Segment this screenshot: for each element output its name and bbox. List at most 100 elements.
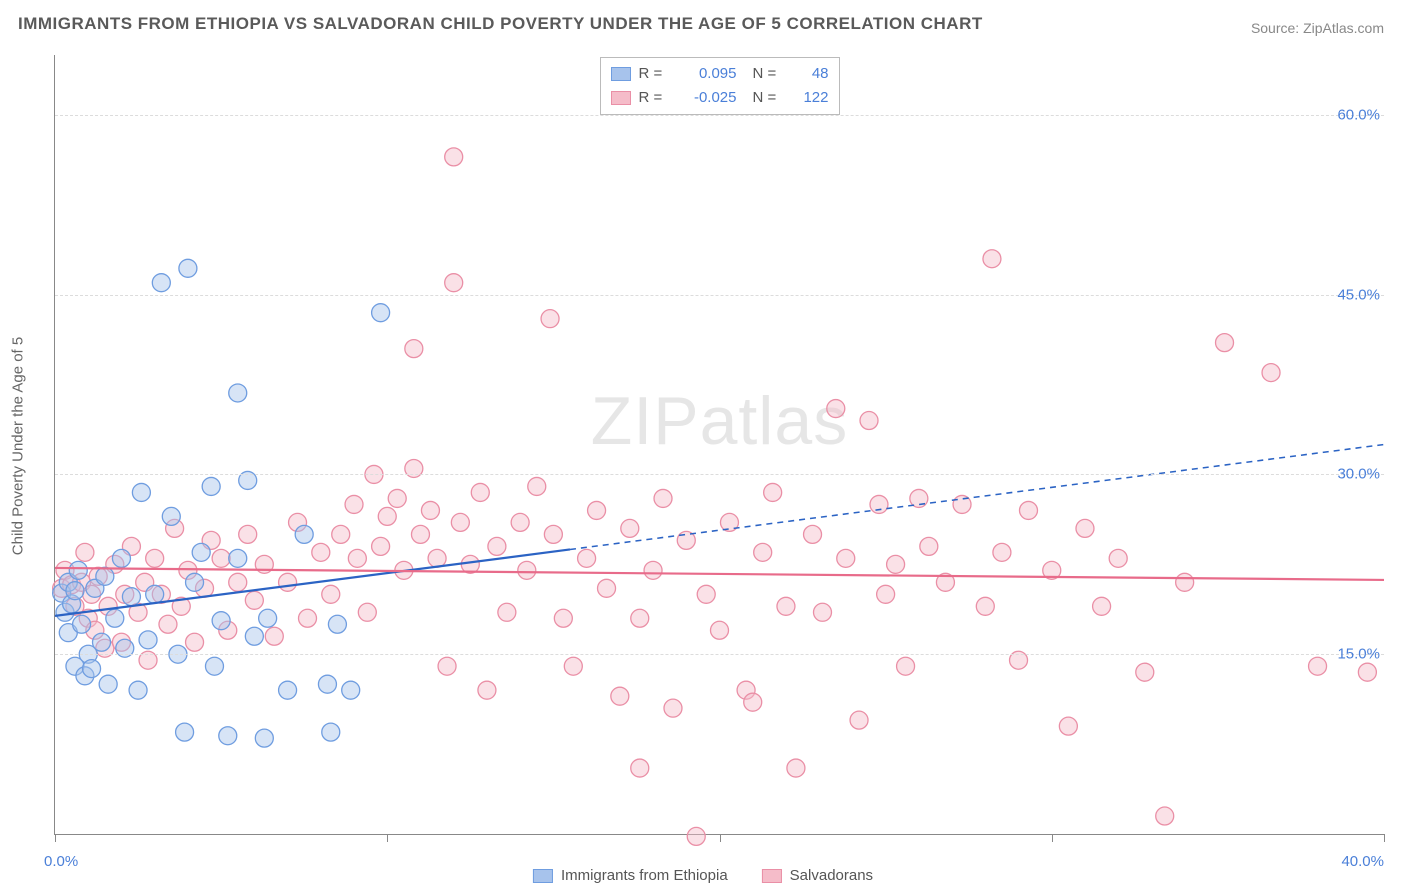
data-point [159,615,177,633]
trend-line [55,549,570,615]
data-point [229,573,247,591]
data-point [644,561,662,579]
data-point [518,561,536,579]
data-point [664,699,682,717]
data-point [245,591,263,609]
gridline [55,115,1384,116]
data-point [255,729,273,747]
data-point [754,543,772,561]
data-point [106,609,124,627]
data-point [322,585,340,603]
x-tick [55,834,56,842]
data-point [621,519,639,537]
legend-item-salvadorans: Salvadorans [762,867,873,884]
data-point [451,513,469,531]
data-point [1093,597,1111,615]
data-point [132,483,150,501]
data-point [229,384,247,402]
data-point [1216,334,1234,352]
data-point [697,585,715,603]
data-point [279,573,297,591]
data-point [445,274,463,292]
data-point [976,597,994,615]
data-point [897,657,915,675]
data-point [870,495,888,513]
data-point [146,585,164,603]
data-point [1176,573,1194,591]
data-point [445,148,463,166]
data-point [345,495,363,513]
y-tick-label: 30.0% [1337,466,1386,483]
data-point [598,579,616,597]
data-point [827,400,845,418]
data-point [1019,501,1037,519]
data-point [332,525,350,543]
data-point [777,597,795,615]
data-point [993,543,1011,561]
data-point [1109,549,1127,567]
data-point [877,585,895,603]
y-tick-label: 60.0% [1337,106,1386,123]
data-point [860,412,878,430]
data-point [139,631,157,649]
legend-label-salvadorans: Salvadorans [790,867,873,884]
data-point [93,633,111,651]
data-point [372,304,390,322]
data-point [83,660,101,678]
series-legend: Immigrants from Ethiopia Salvadorans [533,867,873,884]
data-point [69,561,87,579]
data-point [554,609,572,627]
gridline [55,295,1384,296]
data-point [328,615,346,633]
x-tick [1052,834,1053,842]
data-point [99,675,117,693]
data-point [152,274,170,292]
data-point [544,525,562,543]
data-point [179,259,197,277]
data-point [73,615,91,633]
data-point [1059,717,1077,735]
x-tick [720,834,721,842]
data-point [122,588,140,606]
data-point [186,633,204,651]
legend-item-ethiopia: Immigrants from Ethiopia [533,867,728,884]
legend-label-ethiopia: Immigrants from Ethiopia [561,867,728,884]
data-point [1358,663,1376,681]
data-point [76,543,94,561]
page-title: IMMIGRANTS FROM ETHIOPIA VS SALVADORAN C… [18,14,983,34]
data-point [312,543,330,561]
x-axis-min-label: 0.0% [44,853,78,870]
swatch-salvadorans-icon [762,869,782,883]
data-point [687,827,705,845]
data-point [654,489,672,507]
data-point [1262,364,1280,382]
data-point [631,609,649,627]
x-tick [387,834,388,842]
scatter-plot [55,55,1384,834]
gridline [55,654,1384,655]
swatch-ethiopia-icon [533,869,553,883]
data-point [887,555,905,573]
data-point [299,609,317,627]
data-point [348,549,366,567]
y-tick-label: 15.0% [1337,646,1386,663]
data-point [245,627,263,645]
data-point [631,759,649,777]
data-point [564,657,582,675]
data-point [192,543,210,561]
data-point [764,483,782,501]
data-point [498,603,516,621]
data-point [528,477,546,495]
data-point [129,681,147,699]
data-point [259,609,277,627]
data-point [488,537,506,555]
data-point [578,549,596,567]
data-point [1076,519,1094,537]
data-point [471,483,489,501]
data-point [112,549,130,567]
data-point [318,675,336,693]
data-point [804,525,822,543]
data-point [146,549,164,567]
trend-line-dashed [570,445,1384,550]
data-point [920,537,938,555]
